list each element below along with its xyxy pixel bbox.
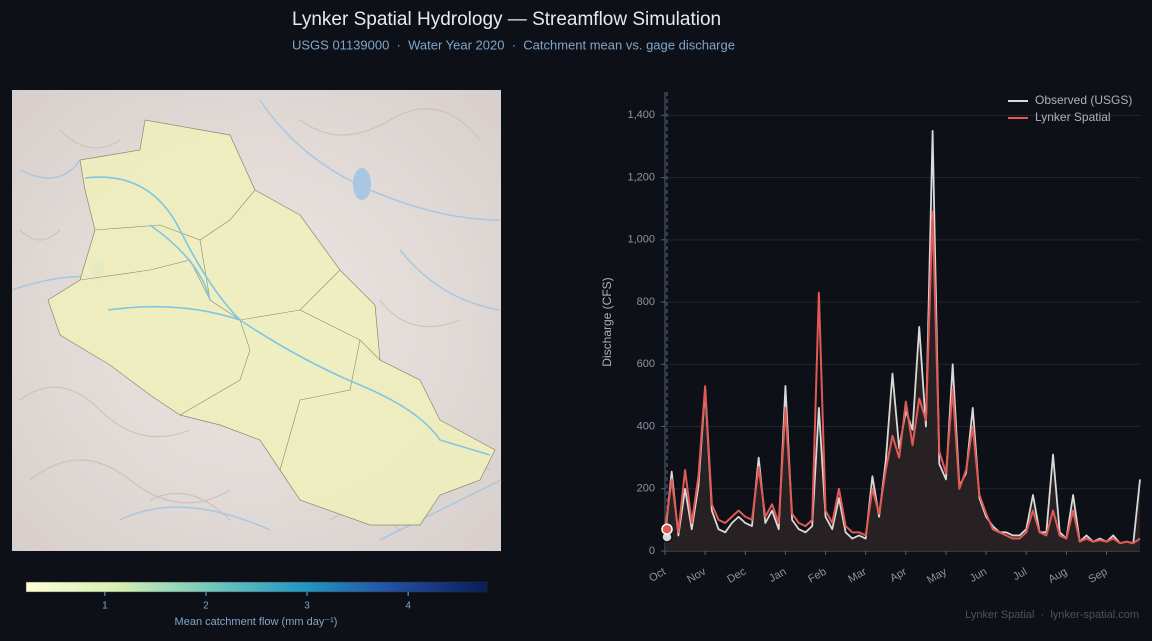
y-tick-label: 200 <box>637 483 655 495</box>
x-tick-label: Aug <box>1046 566 1069 586</box>
y-tick-label: 1,200 <box>627 171 655 183</box>
current-value-dot <box>661 523 673 535</box>
subtitle: USGS 01139000 · Water Year 2020 · Catchm… <box>292 37 735 52</box>
colorbar-tick-label: 2 <box>203 601 209 612</box>
y-tick-label: 400 <box>637 420 655 432</box>
colorbar-gradient <box>25 581 488 593</box>
y-tick-label: 1,000 <box>627 234 655 246</box>
line <box>664 210 1141 545</box>
colorbar-tick-label: 3 <box>304 601 310 612</box>
x-tick-label: May <box>925 565 949 586</box>
y-axis-label: Discharge (CFS) <box>600 277 614 366</box>
colorbar-label: Mean catchment flow (mm day⁻¹) <box>175 616 338 628</box>
legend-label: Lynker Spatial <box>1035 110 1111 124</box>
x-tick-label: Nov <box>685 565 708 585</box>
colorbar-tick-label: 1 <box>102 601 108 612</box>
y-tick-label: 1,400 <box>627 109 655 121</box>
colorbar-tick-label: 4 <box>405 601 411 612</box>
footer: Lynker Spatial · lynker-spatial.com <box>965 609 1139 621</box>
area <box>665 130 1140 551</box>
x-tick-label: Sep <box>1087 566 1110 586</box>
y-tick-label: 800 <box>637 296 655 308</box>
x-tick-label: Jul <box>1011 566 1029 583</box>
catchment-rivers <box>84 176 491 456</box>
map <box>11 90 502 551</box>
legend-label: Observed (USGS) <box>1035 93 1132 107</box>
x-tick-label: Jun <box>968 566 989 585</box>
title: Lynker Spatial Hydrology — Streamflow Si… <box>292 9 721 30</box>
x-tick-label: Mar <box>846 566 869 586</box>
x-tick-label: Dec <box>725 565 748 585</box>
y-tick-label: 600 <box>637 358 655 370</box>
x-tick-label: Jan <box>767 566 788 585</box>
colorbar: Mean catchment flow (mm day⁻¹) <box>25 581 488 628</box>
y-tick-label: 0 <box>649 545 655 557</box>
x-tick-label: Feb <box>806 566 828 586</box>
catchment <box>47 119 496 526</box>
x-tick-label: Apr <box>888 566 909 585</box>
lake <box>353 168 371 200</box>
x-tick-label: Oct <box>647 566 668 585</box>
